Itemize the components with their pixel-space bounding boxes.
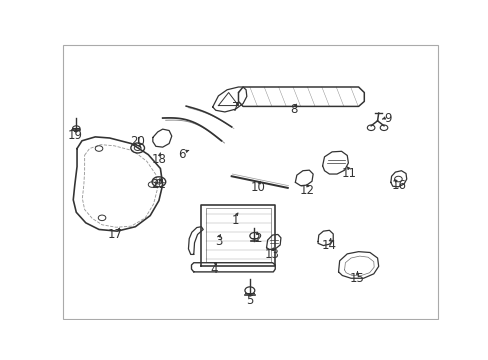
Text: 5: 5 <box>245 294 253 307</box>
Text: 12: 12 <box>299 184 314 197</box>
Text: 8: 8 <box>289 103 297 116</box>
Text: 17: 17 <box>107 228 122 241</box>
Text: 6: 6 <box>178 148 185 161</box>
Text: 20: 20 <box>130 135 145 148</box>
Text: 1: 1 <box>231 214 239 227</box>
Text: 16: 16 <box>391 179 406 192</box>
Text: 14: 14 <box>321 239 336 252</box>
Text: 2: 2 <box>254 232 262 245</box>
Text: 4: 4 <box>210 262 218 276</box>
Text: 21: 21 <box>151 178 166 191</box>
Text: 13: 13 <box>264 248 280 261</box>
Text: 9: 9 <box>383 112 391 125</box>
Text: 7: 7 <box>232 101 240 114</box>
Text: 18: 18 <box>151 153 166 166</box>
Text: 10: 10 <box>250 181 265 194</box>
Text: 15: 15 <box>348 272 364 285</box>
Text: 3: 3 <box>214 235 222 248</box>
Text: 19: 19 <box>68 129 83 142</box>
Text: 11: 11 <box>341 167 356 180</box>
